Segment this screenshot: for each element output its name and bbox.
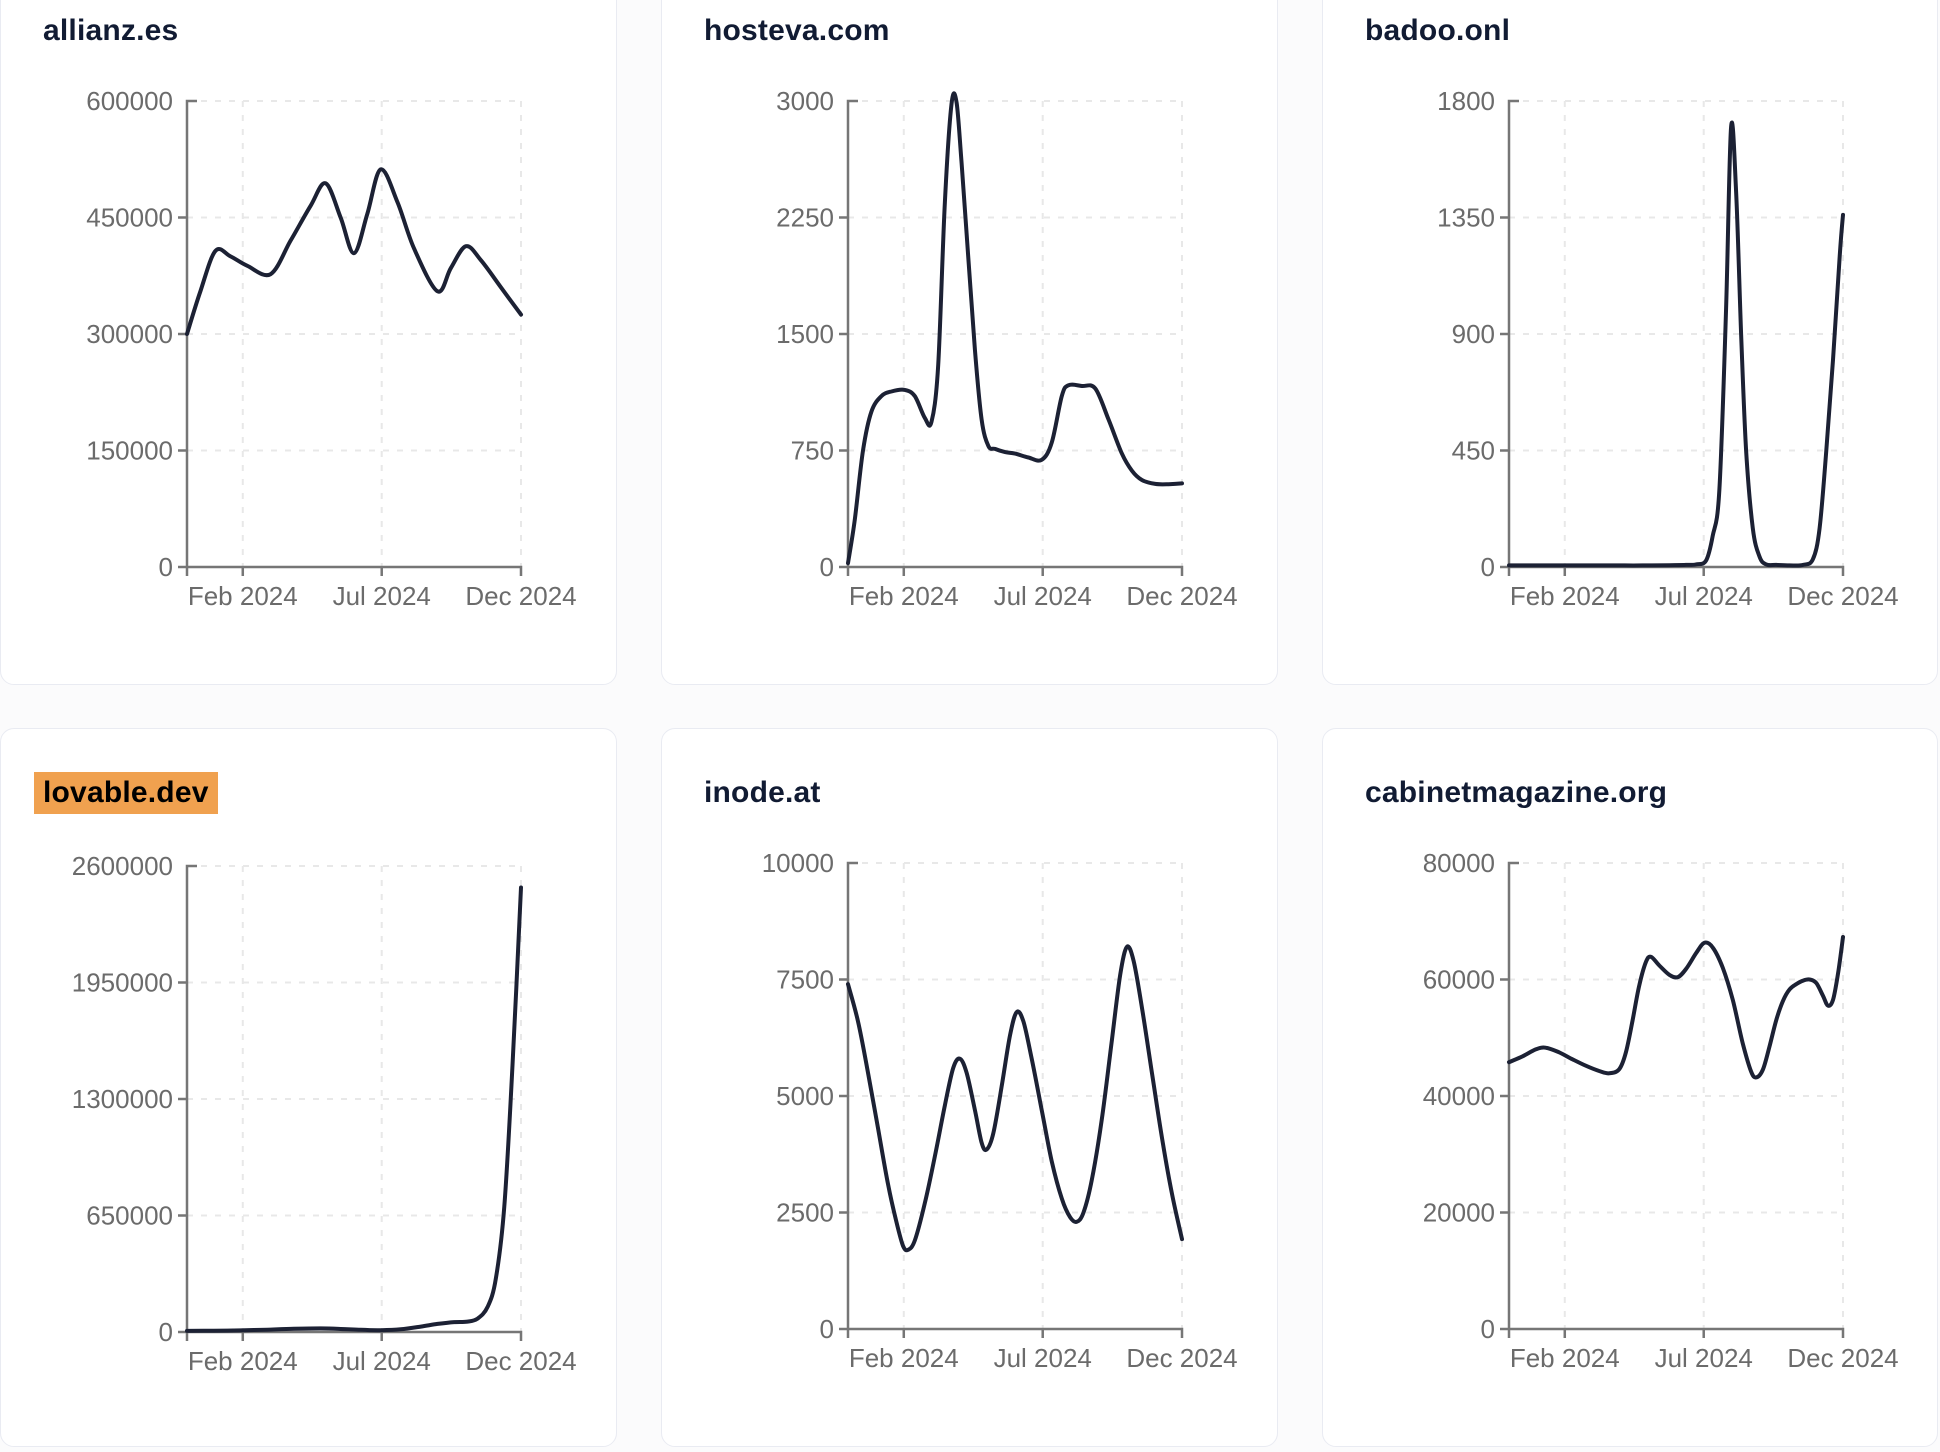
- y-tick-label: 1800: [1437, 86, 1495, 116]
- y-tick-label: 2600000: [72, 851, 173, 881]
- y-tick-label: 1950000: [72, 968, 173, 998]
- traffic-line-chart: 0 750 1500 2250 3000 Feb 2024 Jul 2024 Dec 2024: [776, 86, 1238, 611]
- chart-card-badoo[interactable]: badoo.onl 0 450 900 1350 1800 Feb 2024 Jul 202…: [1322, 0, 1938, 685]
- x-tick-label: Feb 2024: [188, 581, 298, 611]
- chart-title: inode.at: [704, 775, 1277, 811]
- chart-card-hosteva[interactable]: hosteva.com 0 750 1500 2250 3000 Feb 2024 Jul …: [661, 0, 1278, 685]
- y-tick-label: 300000: [86, 319, 173, 349]
- y-tick-label: 1300000: [72, 1084, 173, 1114]
- y-tick-label: 1350: [1437, 203, 1495, 233]
- y-tick-label: 2500: [776, 1198, 834, 1228]
- chart-card-lovable[interactable]: lovable.dev 0 650000 1300000 1950000 2600000…: [0, 728, 617, 1447]
- traffic-line-chart: 0 650000 1300000 1950000 2600000 Feb 2024 Jul …: [72, 851, 577, 1376]
- series-line: [1507, 935, 1845, 1080]
- traffic-line-chart: 0 20000 40000 60000 80000 Feb 2024 Jul 2024 Dec…: [1423, 848, 1899, 1373]
- chart-title-text-highlighted: lovable.dev: [34, 772, 218, 814]
- x-tick-label: Feb 2024: [188, 1346, 298, 1376]
- x-tick-label: Jul 2024: [1655, 581, 1753, 611]
- y-tick-label: 3000: [776, 86, 834, 116]
- chart-title-text: hosteva.com: [704, 14, 890, 47]
- chart-title-text: cabinetmagazine.org: [1365, 776, 1668, 809]
- traffic-line-chart: 0 2500 5000 7500 10000 Feb 2024 Jul 2024 Dec 20…: [762, 848, 1238, 1373]
- chart-title: hosteva.com: [704, 13, 1277, 49]
- y-tick-label: 1500: [776, 319, 834, 349]
- y-tick-label: 5000: [776, 1081, 834, 1111]
- series-line: [185, 885, 523, 1333]
- y-tick-label: 7500: [776, 965, 834, 995]
- x-axis-line: [1509, 1327, 1845, 1338]
- y-axis-line: [1507, 99, 1519, 576]
- chart-title: cabinetmagazine.org: [1365, 775, 1937, 811]
- y-tick-label: 750: [791, 436, 834, 466]
- y-tick-label: 450000: [86, 203, 173, 233]
- x-tick-label: Jul 2024: [333, 581, 431, 611]
- x-tick-label: Dec 2024: [465, 581, 576, 611]
- chart-card-cabinetmagazine[interactable]: cabinetmagazine.org 0 20000 40000 60000 8000…: [1322, 728, 1938, 1447]
- y-tick-label: 20000: [1423, 1198, 1495, 1228]
- x-tick-label: Dec 2024: [1787, 581, 1898, 611]
- x-tick-label: Jul 2024: [1655, 1343, 1753, 1373]
- x-tick-label: Feb 2024: [849, 1343, 959, 1373]
- y-tick-label: 0: [1481, 1314, 1495, 1344]
- y-axis-line: [185, 864, 197, 1341]
- series-line: [846, 944, 1184, 1253]
- y-tick-label: 10000: [762, 848, 834, 878]
- x-tick-label: Jul 2024: [994, 581, 1092, 611]
- traffic-line-chart: 0 150000 300000 450000 600000 Feb 2024 Jul 202…: [86, 86, 576, 611]
- y-tick-label: 600000: [86, 86, 173, 116]
- y-tick-label: 0: [159, 1317, 173, 1347]
- y-tick-label: 0: [159, 552, 173, 582]
- y-tick-label: 150000: [86, 436, 173, 466]
- y-tick-label: 0: [1481, 552, 1495, 582]
- y-tick-label: 40000: [1423, 1081, 1495, 1111]
- chart-card-allianz[interactable]: allianz.es 0 150000 300000 450000 600000 Feb …: [0, 0, 617, 685]
- y-tick-label: 0: [820, 552, 834, 582]
- y-axis-line: [846, 99, 858, 576]
- x-tick-label: Dec 2024: [1126, 581, 1237, 611]
- chart-title: allianz.es: [43, 13, 616, 49]
- chart-title-text: badoo.onl: [1365, 14, 1511, 47]
- series-line: [185, 167, 523, 336]
- y-axis-line: [1507, 861, 1519, 1338]
- x-tick-label: Jul 2024: [994, 1343, 1092, 1373]
- x-tick-label: Dec 2024: [465, 1346, 576, 1376]
- y-tick-label: 2250: [776, 203, 834, 233]
- x-axis-line: [187, 565, 523, 576]
- x-axis-line: [187, 1330, 523, 1341]
- chart-title: lovable.dev: [34, 772, 616, 814]
- x-axis-line: [848, 565, 1184, 576]
- y-tick-label: 60000: [1423, 965, 1495, 995]
- y-axis-line: [846, 861, 858, 1338]
- series-line: [1507, 120, 1845, 568]
- y-tick-label: 80000: [1423, 848, 1495, 878]
- x-axis-line: [1509, 565, 1845, 576]
- chart-title: badoo.onl: [1365, 13, 1937, 49]
- x-tick-label: Feb 2024: [849, 581, 959, 611]
- x-axis-line: [848, 1327, 1184, 1338]
- x-tick-label: Feb 2024: [1510, 581, 1620, 611]
- x-tick-label: Dec 2024: [1126, 1343, 1237, 1373]
- x-tick-label: Jul 2024: [333, 1346, 431, 1376]
- y-tick-label: 650000: [86, 1201, 173, 1231]
- series-line: [846, 91, 1184, 566]
- traffic-line-chart: 0 450 900 1350 1800 Feb 2024 Jul 2024 Dec 2024: [1437, 86, 1899, 611]
- chart-title-text: allianz.es: [43, 14, 179, 47]
- y-axis-line: [185, 99, 197, 576]
- y-tick-label: 0: [820, 1314, 834, 1344]
- x-tick-label: Dec 2024: [1787, 1343, 1898, 1373]
- y-tick-label: 450: [1452, 436, 1495, 466]
- y-tick-label: 900: [1452, 319, 1495, 349]
- chart-title-text: inode.at: [704, 776, 821, 809]
- chart-card-inode[interactable]: inode.at 0 2500 5000 7500 10000 Feb 2024 Jul 2…: [661, 728, 1278, 1447]
- x-tick-label: Feb 2024: [1510, 1343, 1620, 1373]
